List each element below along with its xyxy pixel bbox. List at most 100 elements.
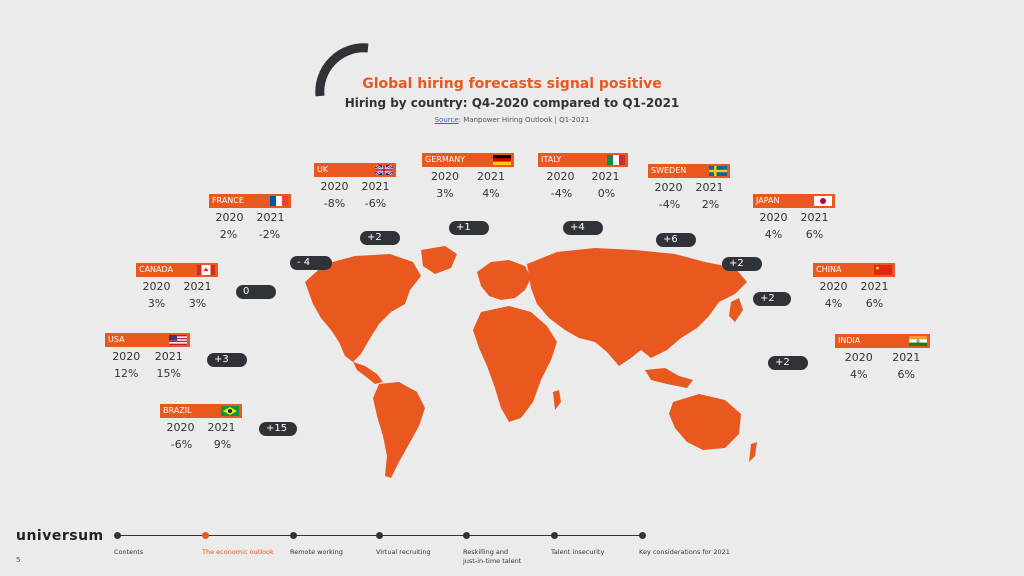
nav-label-remote-working[interactable]: Remote working: [290, 548, 343, 556]
country-card-usa: USA 2020 2021 12% 15%: [105, 333, 190, 380]
year-2020: 2020: [431, 170, 459, 183]
nav-dot-talent-insecurity[interactable]: [551, 532, 558, 539]
country-header: INDIA: [835, 334, 930, 348]
japan-flag-icon: [814, 196, 832, 206]
year-2020: 2020: [654, 181, 683, 194]
country-header: BRAZIL: [160, 404, 242, 418]
source-link[interactable]: Source: [434, 116, 459, 124]
year-2021: 2021: [591, 170, 620, 183]
value-2021: 6%: [805, 228, 824, 241]
nav-label-virtual-recruiting[interactable]: Virtual recruiting: [376, 548, 431, 556]
country-card-canada: CANADA 2020 2021 3% 3%: [136, 263, 218, 310]
value-2021: 3%: [188, 297, 207, 310]
country-name: JAPAN: [756, 196, 780, 205]
country-header: UK: [314, 163, 396, 177]
country-header: GERMANY: [422, 153, 514, 167]
nav-label-contents[interactable]: Contents: [114, 548, 144, 556]
value-2020: 4%: [850, 368, 868, 381]
change-pill-italy: +4: [563, 221, 603, 235]
india-flag-icon: [909, 336, 927, 346]
year-2020: 2020: [546, 170, 575, 183]
value-2020: 12%: [114, 367, 139, 380]
year-2020: 2020: [819, 280, 848, 293]
nav-label-economic-outlook[interactable]: The economic outlook: [202, 548, 274, 556]
france-flag-icon: [270, 196, 288, 206]
change-pill-india: +2: [768, 356, 808, 370]
country-name: CHINA: [816, 265, 842, 274]
year-2021: 2021: [892, 351, 921, 364]
change-pill-usa: +3: [207, 353, 247, 367]
year-2021: 2021: [256, 211, 285, 224]
country-header: JAPAN: [753, 194, 835, 208]
canada-flag-icon: [197, 265, 215, 275]
year-2021: 2021: [860, 280, 889, 293]
value-2020: 4%: [764, 228, 783, 241]
country-header: SWEDEN: [648, 164, 730, 178]
nav-label-key-considerations[interactable]: Key considerations for 2021: [639, 548, 730, 556]
nav-dot-economic-outlook[interactable]: [202, 532, 209, 539]
year-2020: 2020: [215, 211, 244, 224]
year-2021: 2021: [361, 180, 390, 193]
value-2020: -4%: [658, 198, 681, 211]
china-flag-icon: [874, 265, 892, 275]
change-pill-japan: +2: [722, 257, 762, 271]
value-2020: 4%: [824, 297, 843, 310]
change-pill-france: - 4: [290, 256, 332, 270]
universum-logo: universum: [16, 528, 104, 544]
nav-dot-reskilling[interactable]: [463, 532, 470, 539]
year-2020: 2020: [166, 421, 195, 434]
country-name: CANADA: [139, 265, 174, 274]
nav-dot-virtual-recruiting[interactable]: [376, 532, 383, 539]
value-2021: 9%: [213, 438, 232, 451]
country-name: FRANCE: [212, 196, 244, 205]
country-header: CANADA: [136, 263, 218, 277]
value-2021: -6%: [364, 197, 387, 210]
nav-dot-contents[interactable]: [114, 532, 121, 539]
country-card-brazil: BRAZIL 2020 2021 -6% 9%: [160, 404, 242, 451]
year-2021: 2021: [695, 181, 724, 194]
page-subtitle: Hiring by country: Q4-2020 compared to Q…: [344, 96, 680, 110]
sweden-flag-icon: [709, 166, 727, 176]
nav-label-reskilling-line2[interactable]: just-in-time talent: [463, 557, 522, 565]
value-2020: -4%: [550, 187, 573, 200]
year-2020: 2020: [112, 350, 141, 363]
country-name: USA: [108, 335, 125, 344]
page-title: Global hiring forecasts signal positive: [362, 76, 662, 92]
value-2021: 0%: [597, 187, 616, 200]
nav-dot-key-considerations[interactable]: [639, 532, 646, 539]
page-number: 5: [16, 556, 21, 564]
nav-label-talent-insecurity[interactable]: Talent insecurity: [551, 548, 605, 556]
value-2020: 3%: [147, 297, 166, 310]
usa-flag-icon: [169, 335, 187, 345]
nav-dot-remote-working[interactable]: [290, 532, 297, 539]
change-pill-sweden: +6: [656, 233, 696, 247]
year-2020: 2020: [142, 280, 171, 293]
year-2021: 2021: [477, 170, 505, 183]
country-header: CHINA: [813, 263, 895, 277]
country-header: FRANCE: [209, 194, 291, 208]
country-name: INDIA: [838, 336, 861, 345]
value-2021: 6%: [897, 368, 915, 381]
year-2021: 2021: [183, 280, 212, 293]
italy-flag-icon: [607, 155, 625, 165]
year-2020: 2020: [320, 180, 349, 193]
country-name: BRAZIL: [163, 406, 192, 415]
value-2021: -2%: [258, 228, 281, 241]
change-pill-uk: +2: [360, 231, 400, 245]
source-text: : Manpower Hiring Outlook | Q1-2021: [458, 116, 590, 124]
year-2021: 2021: [800, 211, 829, 224]
value-2020: -6%: [170, 438, 193, 451]
germany-flag-icon: [493, 155, 511, 165]
decorative-arc: [315, 43, 369, 97]
year-2020: 2020: [759, 211, 788, 224]
country-name: GERMANY: [425, 155, 466, 164]
value-2020: -8%: [323, 197, 346, 210]
country-card-uk: UK 2020 2021 -8% -6%: [314, 163, 396, 210]
change-pill-canada: 0: [236, 285, 276, 299]
value-2021: 6%: [865, 297, 884, 310]
country-card-japan: JAPAN 2020 2021 4% 6%: [753, 194, 835, 241]
country-name: UK: [317, 165, 329, 174]
country-name: SWEDEN: [651, 166, 687, 175]
country-card-india: INDIA 2020 2021 4% 6%: [835, 334, 930, 381]
nav-label-reskilling[interactable]: Reskilling and: [463, 548, 509, 556]
